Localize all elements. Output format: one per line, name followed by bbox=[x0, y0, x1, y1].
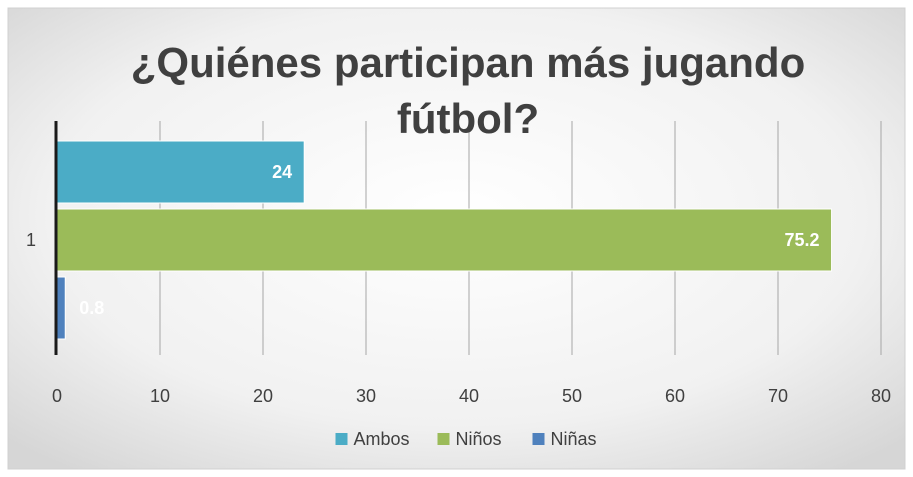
x-tick-label: 50 bbox=[562, 386, 582, 406]
chart-title-line-1: ¿Quiénes participan más jugando bbox=[131, 39, 805, 86]
bars: 24 75.2 0.8 bbox=[56, 140, 833, 340]
x-tick-label: 30 bbox=[356, 386, 376, 406]
chart-title-line-2: fútbol? bbox=[397, 95, 539, 142]
legend-label-ambos: Ambos bbox=[354, 429, 410, 449]
legend-swatch-ambos bbox=[335, 433, 348, 445]
chart-title: ¿Quiénes participan más jugando fútbol? bbox=[131, 39, 805, 142]
axes: 0 10 20 30 40 50 60 70 80 1 bbox=[26, 121, 891, 406]
x-tick-label: 10 bbox=[150, 386, 170, 406]
x-tick-label: 40 bbox=[459, 386, 479, 406]
bar-ambos bbox=[56, 140, 305, 204]
x-tick-label: 0 bbox=[52, 386, 62, 406]
bar-niñas bbox=[56, 276, 66, 340]
x-tick-label: 80 bbox=[871, 386, 891, 406]
legend-label-niñas: Niñas bbox=[551, 429, 597, 449]
x-tick-label: 70 bbox=[768, 386, 788, 406]
data-label-niñas: 0.8 bbox=[79, 298, 104, 318]
x-tick-label: 20 bbox=[253, 386, 273, 406]
data-label-niños: 75.2 bbox=[785, 230, 820, 250]
data-label-ambos: 24 bbox=[272, 162, 292, 182]
x-tick-label: 60 bbox=[665, 386, 685, 406]
category-label: 1 bbox=[26, 230, 36, 250]
legend-swatch-niñas bbox=[532, 433, 545, 445]
bar-niños bbox=[56, 208, 833, 272]
legend: Ambos Niños Niñas bbox=[335, 429, 597, 449]
legend-label-niños: Niños bbox=[456, 429, 502, 449]
legend-swatch-niños bbox=[437, 433, 450, 445]
